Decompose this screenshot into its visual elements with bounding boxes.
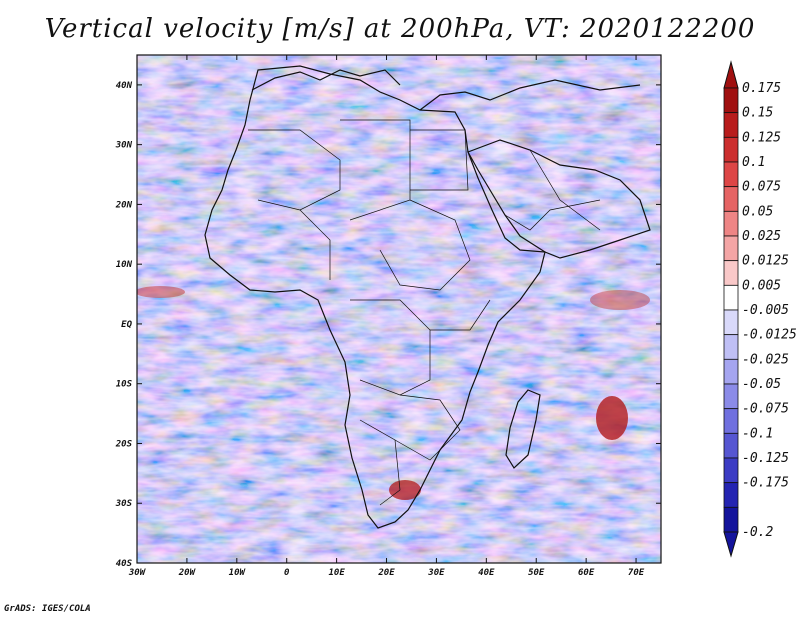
lon-label: 30E (427, 568, 445, 578)
colorbar-swatch (723, 383, 739, 410)
colorbar-label: 0.05 (742, 204, 773, 219)
colorbar-swatch (723, 506, 739, 533)
lon-label: 10E (328, 568, 345, 578)
colorbar-arrow-top (723, 60, 739, 89)
colorbar-swatch (723, 161, 739, 188)
lat-label: 30N (115, 141, 133, 151)
colorbar-arrow-bottom (723, 531, 739, 558)
updraft-south-africa (389, 480, 421, 500)
lat-label: 20S (115, 439, 133, 449)
lat-label: 20N (115, 200, 133, 210)
colorbar-swatch (723, 432, 739, 459)
colorbar-swatch (723, 136, 739, 163)
lon-label: 0 (284, 568, 290, 578)
lat-label: 10S (116, 380, 133, 390)
colorbar-swatch (723, 210, 739, 237)
map-title: Vertical velocity [m/s] at 200hPa, VT: 2… (44, 14, 756, 44)
colorbar-swatch (723, 186, 739, 212)
colorbar-label: 0.175 (742, 81, 781, 96)
updraft-equatorial (590, 290, 650, 310)
lon-label: 20W (178, 568, 197, 578)
colorbar-label: 0.1 (742, 155, 765, 170)
colorbar-swatch (723, 334, 739, 360)
lon-label: 40E (478, 568, 495, 578)
lon-label: 50E (528, 568, 545, 578)
colorbar-label: 0.075 (742, 180, 781, 195)
colorbar-swatch (723, 482, 739, 508)
colorbar-label: -0.075 (742, 402, 789, 417)
colorbar-label: 0.0125 (742, 254, 789, 269)
colorbar-label: -0.005 (742, 303, 789, 318)
colorbar-label: -0.05 (742, 377, 781, 392)
velocity-field (137, 55, 661, 563)
lat-label: 40N (116, 81, 133, 91)
updraft-indian-ocean (596, 396, 628, 440)
colorbar-swatch (723, 408, 739, 434)
country-borders (248, 119, 601, 506)
colorbar-label: -0.125 (742, 451, 789, 466)
lat-label: 30S (115, 499, 133, 509)
colorbar-label: 0.125 (742, 130, 781, 145)
lon-label: 10W (229, 568, 247, 578)
updraft-atlantic (137, 286, 185, 298)
lon-label: 60E (578, 568, 595, 578)
lon-label: 30W (128, 568, 147, 578)
grads-credit: GrADS: IGES/COLA (4, 604, 91, 614)
colorbar-swatch (723, 457, 739, 484)
colorbar-label: 0.005 (742, 278, 781, 293)
lon-label: 70E (628, 568, 645, 578)
latitude-axis: 40N 30N 20N 10N EQ 10S 20S 30S 40S (115, 81, 661, 569)
colorbar-label: -0.175 (742, 476, 789, 491)
lat-label: EQ (121, 320, 132, 330)
plot-frame (136, 54, 662, 564)
colorbar-swatch (723, 87, 739, 114)
lon-label: 20E (377, 568, 395, 578)
lat-label: 10N (116, 260, 133, 270)
lat-label: 40S (116, 559, 133, 569)
colorbar-label: -0.1 (742, 426, 773, 441)
colorbar-label: -0.0125 (742, 328, 797, 343)
colorbar-swatch (723, 284, 739, 311)
colorbar: 0.175 0.15 0.125 0.1 0.075 0.05 0.025 0.0125 0.0… (723, 60, 797, 558)
colorbar-swatch (723, 235, 739, 262)
colorbar-swatch (723, 309, 739, 336)
colorbar-label: 0.025 (742, 229, 781, 244)
colorbar-label: -0.025 (742, 352, 789, 367)
colorbar-label: 0.15 (742, 106, 773, 121)
colorbar-swatch (723, 260, 739, 286)
colorbar-swatch (723, 358, 739, 385)
colorbar-label: -0.2 (742, 525, 773, 540)
colorbar-swatch (723, 112, 739, 138)
longitude-axis: 30W 20W 10W 0 10E 20E 30E 40E 50E 60E 70E (128, 55, 645, 578)
